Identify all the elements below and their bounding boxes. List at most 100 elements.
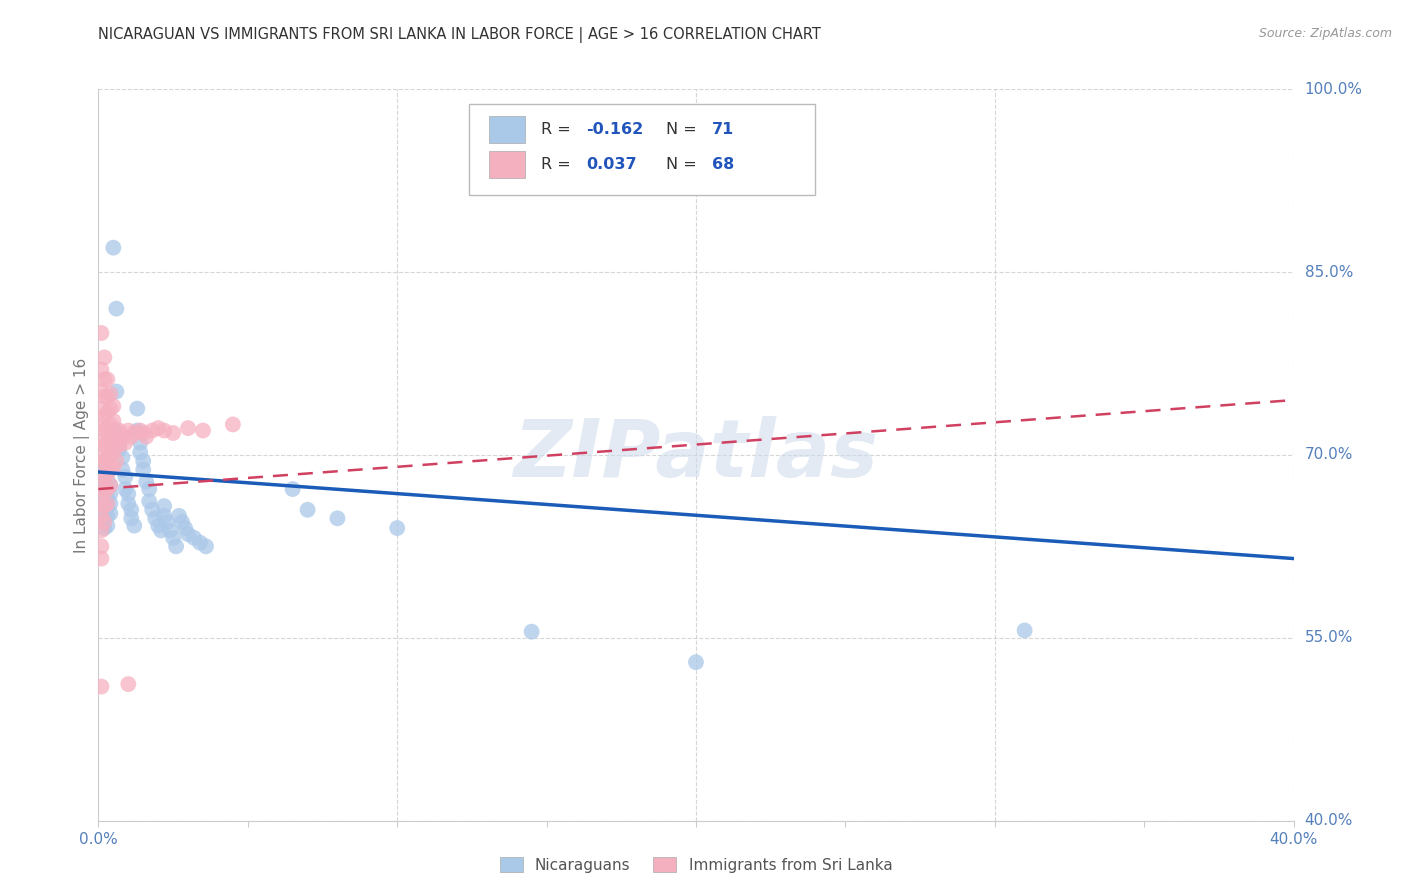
- Text: 40.0%: 40.0%: [1305, 814, 1353, 828]
- Point: [93, 515, 115, 529]
- Point: [111, 430, 134, 444]
- Point: [93, 470, 115, 484]
- Point: [96, 482, 118, 496]
- Point: [138, 494, 160, 508]
- Y-axis label: In Labor Force | Age > 16: In Labor Force | Age > 16: [75, 358, 90, 552]
- Point: [150, 524, 173, 538]
- Point: [117, 424, 139, 438]
- Text: R =: R =: [540, 122, 575, 137]
- Point: [90, 462, 112, 476]
- Point: [90, 551, 112, 566]
- Point: [96, 482, 118, 496]
- Point: [103, 445, 125, 459]
- Point: [96, 405, 118, 419]
- Point: [98, 417, 122, 432]
- Point: [103, 399, 125, 413]
- Point: [105, 438, 128, 452]
- Point: [96, 435, 118, 450]
- Point: [385, 521, 409, 535]
- Point: [326, 511, 349, 525]
- FancyBboxPatch shape: [470, 103, 815, 195]
- Point: [132, 425, 155, 440]
- Point: [90, 482, 112, 496]
- Point: [141, 424, 163, 438]
- Point: [174, 521, 197, 535]
- Text: ZIPatlas: ZIPatlas: [513, 416, 879, 494]
- Point: [96, 421, 118, 435]
- Point: [117, 677, 139, 691]
- Text: Source: ZipAtlas.com: Source: ZipAtlas.com: [1258, 27, 1392, 40]
- Point: [98, 478, 122, 492]
- Point: [98, 478, 122, 492]
- Point: [129, 424, 152, 438]
- Point: [96, 491, 118, 505]
- Point: [183, 531, 205, 545]
- Point: [520, 624, 543, 639]
- Point: [96, 499, 118, 513]
- Point: [93, 475, 115, 489]
- Point: [148, 518, 170, 533]
- Text: N =: N =: [666, 157, 702, 172]
- Point: [108, 424, 131, 438]
- Point: [172, 515, 194, 529]
- Point: [111, 462, 134, 476]
- Point: [90, 362, 112, 376]
- Point: [90, 524, 112, 538]
- Point: [98, 448, 122, 462]
- Bar: [489, 151, 524, 178]
- Point: [93, 484, 115, 499]
- Point: [124, 425, 146, 440]
- Point: [153, 499, 176, 513]
- Text: 85.0%: 85.0%: [1305, 265, 1353, 279]
- Point: [90, 326, 112, 340]
- Point: [90, 417, 112, 432]
- Point: [132, 462, 155, 476]
- Text: 70.0%: 70.0%: [1305, 448, 1353, 462]
- Point: [105, 301, 128, 316]
- Point: [153, 508, 176, 523]
- Text: -0.162: -0.162: [586, 122, 644, 137]
- Point: [93, 521, 115, 535]
- Point: [98, 401, 122, 416]
- Point: [93, 409, 115, 423]
- Text: 68: 68: [711, 157, 734, 172]
- Point: [90, 503, 112, 517]
- Point: [114, 435, 136, 450]
- Text: 100.0%: 100.0%: [1305, 82, 1362, 96]
- Point: [90, 384, 112, 399]
- Point: [103, 414, 125, 428]
- Text: 0.037: 0.037: [586, 157, 637, 172]
- Point: [90, 434, 112, 448]
- Point: [93, 438, 115, 452]
- Point: [96, 372, 118, 386]
- Point: [93, 424, 115, 438]
- Point: [141, 503, 163, 517]
- Point: [222, 417, 245, 432]
- Point: [177, 421, 200, 435]
- Point: [108, 442, 131, 456]
- Point: [98, 434, 122, 448]
- Point: [98, 507, 122, 521]
- Text: N =: N =: [666, 122, 702, 137]
- Point: [167, 508, 190, 523]
- Point: [93, 499, 115, 513]
- Point: [114, 482, 136, 496]
- Point: [143, 511, 166, 525]
- Point: [1014, 624, 1036, 638]
- Point: [96, 518, 118, 533]
- Point: [90, 539, 112, 553]
- Point: [96, 389, 118, 403]
- Legend: Nicaraguans, Immigrants from Sri Lanka: Nicaraguans, Immigrants from Sri Lanka: [494, 851, 898, 879]
- Point: [103, 460, 125, 475]
- Point: [90, 478, 112, 492]
- Point: [90, 494, 112, 508]
- Point: [138, 482, 160, 496]
- Text: 71: 71: [711, 122, 734, 137]
- Point: [90, 401, 112, 416]
- Point: [117, 487, 139, 501]
- Point: [90, 466, 112, 480]
- Point: [93, 494, 115, 508]
- Point: [191, 424, 214, 438]
- Point: [90, 497, 112, 511]
- Point: [132, 454, 155, 468]
